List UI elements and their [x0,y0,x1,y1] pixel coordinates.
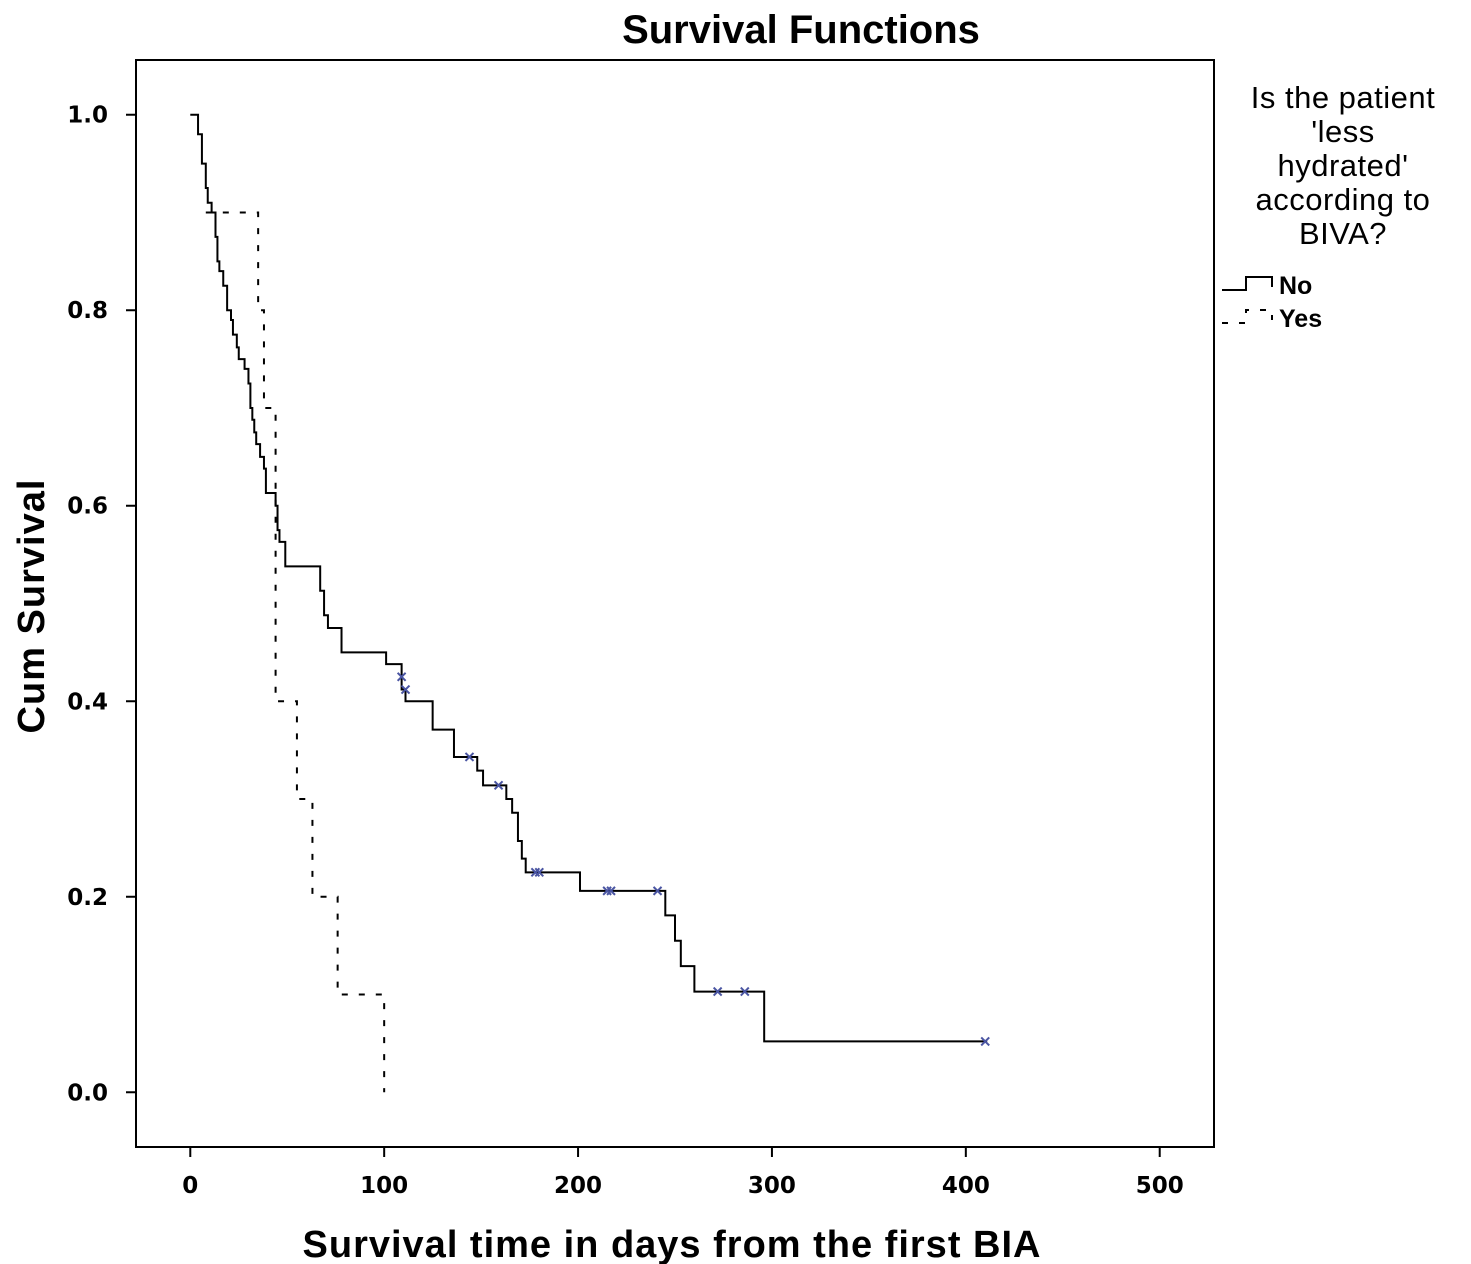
x-tick-label: 100 [360,1173,408,1199]
legend-items: No Yes [1222,272,1322,333]
censor-mark-stroke [740,986,750,997]
series-line-no [190,113,988,1043]
x-tick-label: 0 [182,1173,198,1199]
x-tick-label: 500 [1136,1173,1184,1199]
censor-mark-stroke [493,780,504,791]
legend-label: No [1279,272,1312,300]
censor-mark [712,986,723,997]
legend-title-line: according to [1256,182,1431,217]
censor-mark-stroke [606,886,616,896]
legend-label: Yes [1279,305,1322,333]
censor-mark-stroke [712,986,723,997]
censor-mark-stroke [396,672,407,682]
legend-item-no: No [1222,272,1312,300]
censor-mark [464,752,475,762]
plot-frame [135,59,1215,1148]
censor-mark-stroke [534,867,544,878]
x-axis: 0 100 200 300 400 500 [182,1147,1184,1199]
censor-mark-stroke [400,684,411,695]
censor-mark [740,986,750,997]
censor-mark [396,672,407,682]
x-tick-label: 400 [942,1173,990,1199]
legend-title-line: hydrated' [1277,148,1408,183]
legend-title-line: 'less [1311,114,1375,149]
series-layer [190,113,990,1093]
legend-title-line: BIVA? [1299,216,1387,251]
censor-mark-stroke [530,867,541,878]
series-line-yes [205,211,386,1093]
censor-mark [400,684,411,695]
censor-mark [530,867,541,878]
censor-mark-stroke [464,752,475,762]
censor-mark [602,886,612,896]
y-tick-label: 0.0 [67,1080,108,1106]
censor-mark [980,1036,990,1047]
legend-item-yes: Yes [1222,305,1322,333]
censor-mark [606,886,616,896]
legend-swatch-yes [1222,309,1273,324]
x-tick-label: 200 [554,1173,602,1199]
x-tick-label: 300 [748,1173,796,1199]
x-axis-title: Survival time in days from the first BIA [303,1224,1042,1264]
y-tick-label: 0.2 [67,885,108,911]
censor-mark [493,780,504,791]
censor-mark-stroke [602,886,612,896]
y-tick-label: 0.6 [67,494,108,520]
y-tick-label: 0.8 [67,298,108,324]
legend-swatch-no [1222,276,1273,291]
censor-mark [534,867,544,878]
censor-mark-stroke [652,886,663,896]
censor-mark [652,886,663,896]
y-axis: 0.0 0.2 0.4 0.6 0.8 1.0 [67,103,136,1106]
legend-title-line: Is the patient [1251,80,1436,115]
censor-mark-stroke [980,1036,990,1047]
chart-title: Survival Functions [622,8,980,52]
y-tick-label: 1.0 [67,103,108,129]
y-tick-label: 0.4 [67,689,108,715]
y-axis-title: Cum Survival [11,479,53,734]
